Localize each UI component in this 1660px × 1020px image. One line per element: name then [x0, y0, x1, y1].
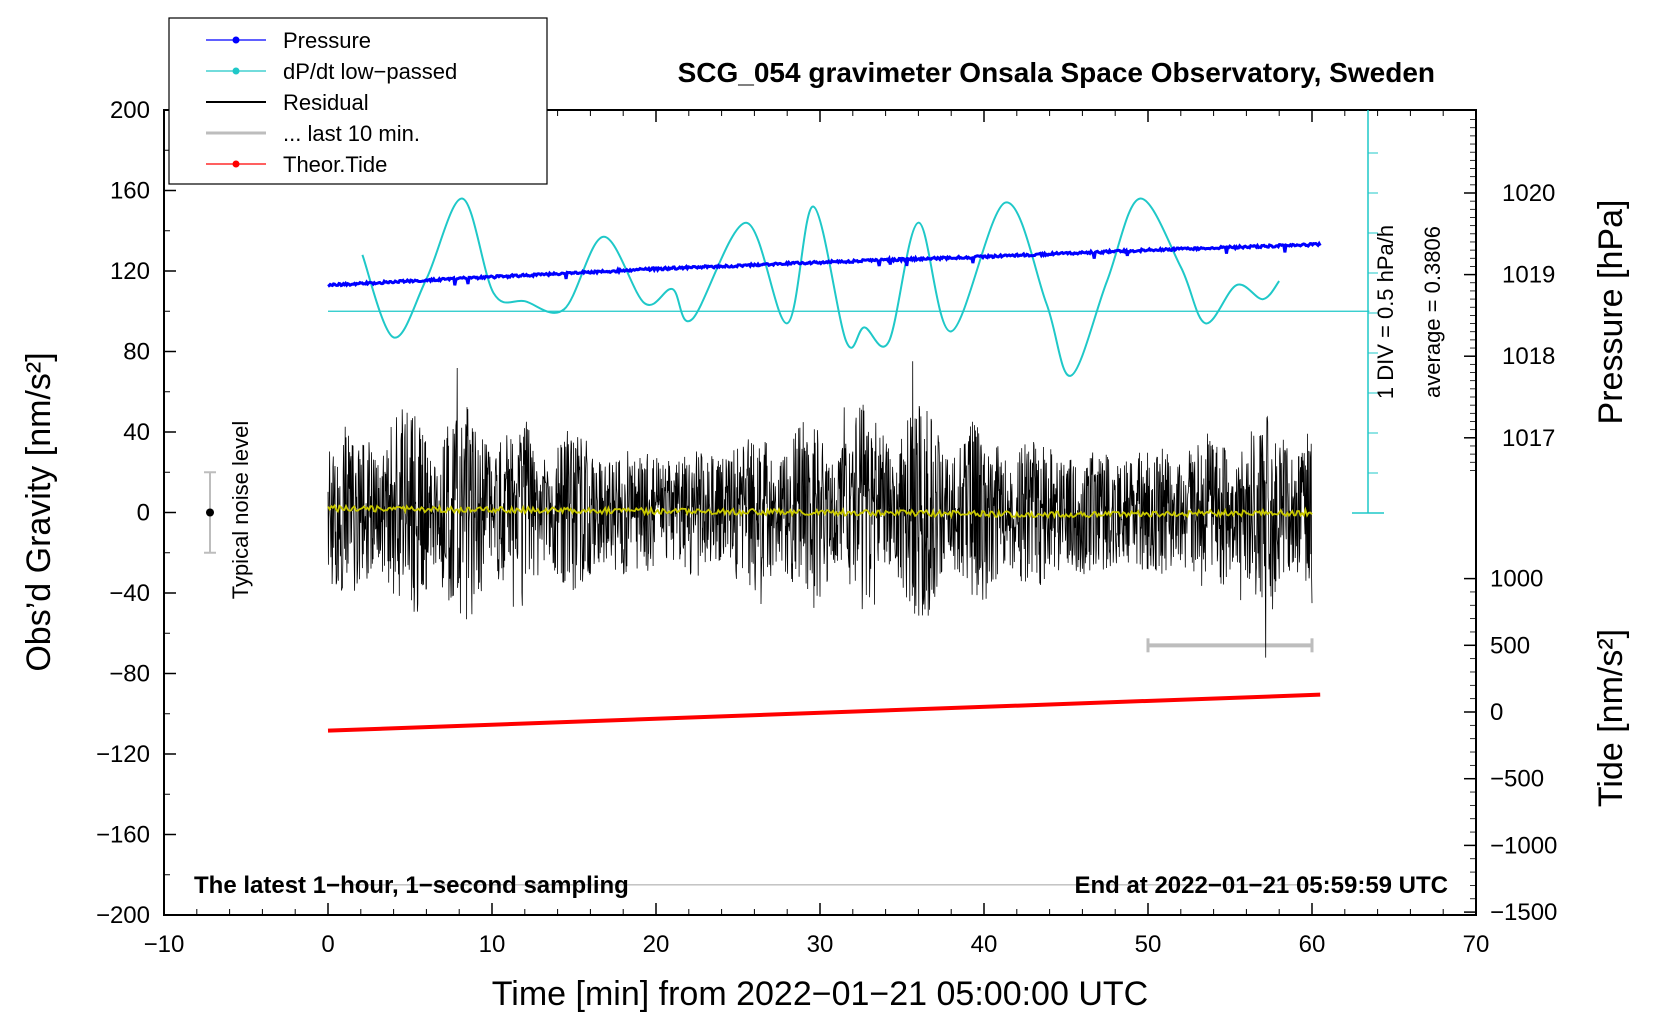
legend-marker-tide	[232, 160, 240, 168]
pressure-tick-label: 1019	[1502, 262, 1555, 289]
y-tick-label: 80	[123, 339, 150, 366]
legend: Pressure dP/dt low−passed Residual ... l…	[168, 17, 548, 185]
noise-level-label: Typical noise level	[228, 421, 253, 600]
x-axis-label: Time [min] from 2022−01−21 05:00:00 UTC	[492, 975, 1148, 1013]
y-tick-label: −200	[96, 902, 150, 929]
y-axis-label-tide: Tide [nm/s²]	[1592, 629, 1630, 807]
tide-series	[327, 692, 1321, 733]
tide-tick-label: 500	[1490, 632, 1530, 659]
legend-item-residual: Residual	[206, 90, 369, 115]
legend-label-last10: ... last 10 min.	[283, 121, 420, 146]
y-axis-label-pressure: Pressure [hPa]	[1592, 200, 1630, 425]
legend-item-tide: Theor.Tide	[206, 152, 387, 177]
y-tick-label: 120	[110, 258, 150, 285]
x-tick-label: 10	[479, 931, 506, 958]
y-tick-label: −120	[96, 741, 150, 768]
x-tick-label: 30	[807, 931, 834, 958]
y-tick-label: −80	[109, 661, 150, 688]
x-tick-label: 50	[1135, 931, 1162, 958]
legend-label-pressure: Pressure	[283, 28, 371, 53]
y-axis-label-left: Obs’d Gravity [nm/s²]	[20, 352, 58, 671]
pressure-tick-label: 1020	[1502, 180, 1555, 207]
legend-item-dpdt: dP/dt low−passed	[206, 59, 457, 84]
legend-item-pressure: Pressure	[206, 28, 371, 53]
legend-label-residual: Residual	[283, 90, 369, 115]
chart-title: SCG_054 gravimeter Onsala Space Observat…	[678, 57, 1435, 88]
dpdt-scale-label: 1 DIV = 0.5 hPa/h	[1373, 225, 1398, 399]
legend-label-tide: Theor.Tide	[283, 152, 387, 177]
x-tick-label: 60	[1299, 931, 1326, 958]
dpdt-series	[361, 197, 1280, 377]
noise-level-marker	[206, 508, 214, 517]
tide-tick-label: 1000	[1490, 566, 1543, 593]
dpdt-average-label: average = 0.3806	[1420, 226, 1445, 398]
y-tick-label: 0	[137, 500, 150, 527]
x-tick-label: −10	[144, 931, 185, 958]
legend-label-dpdt: dP/dt low−passed	[283, 59, 457, 84]
pressure-series	[327, 240, 1322, 288]
y-tick-label: −160	[96, 822, 150, 849]
tide-tick-label: −500	[1490, 766, 1544, 793]
x-tick-label: 20	[643, 931, 670, 958]
axes-layer: −10 0 10 20 30 40 50 60 7020016012080400−40−80−1…	[96, 97, 1557, 958]
tide-tick-label: 0	[1490, 699, 1503, 726]
y-tick-label: 200	[110, 97, 150, 124]
residual-series	[327, 361, 1313, 658]
bottom-right-note: End at 2022−01−21 05:59:59 UTC	[1074, 872, 1448, 899]
residual-mean-series	[327, 503, 1313, 520]
pressure-tick-label: 1018	[1502, 343, 1555, 370]
x-tick-label: 0	[321, 931, 334, 958]
y-tick-label: −40	[109, 580, 150, 607]
pressure-tick-label: 1017	[1502, 425, 1555, 452]
x-tick-label: 40	[971, 931, 998, 958]
legend-item-last10: ... last 10 min.	[206, 121, 420, 146]
y-tick-label: 160	[110, 178, 150, 205]
tide-tick-label: −1500	[1490, 899, 1557, 926]
x-tick-label: 70	[1463, 931, 1490, 958]
legend-marker-dpdt	[232, 67, 240, 75]
legend-marker-pressure	[232, 36, 240, 44]
tide-tick-label: −1000	[1490, 832, 1557, 859]
series-layer	[204, 110, 1384, 886]
bottom-left-note: The latest 1−hour, 1−second sampling	[194, 872, 629, 899]
y-tick-label: 40	[123, 419, 150, 446]
